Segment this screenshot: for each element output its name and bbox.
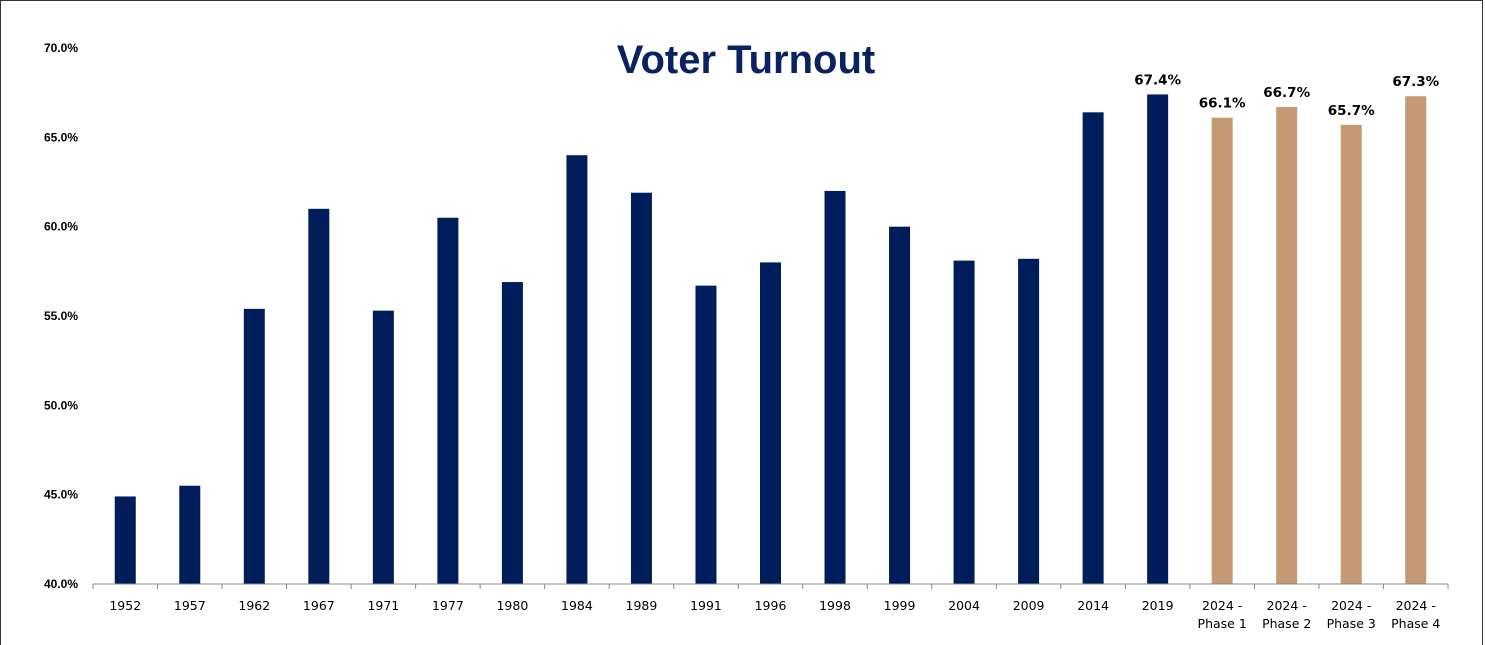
x-tick-label: Phase 3 — [1327, 616, 1376, 631]
bar — [695, 285, 717, 584]
bar — [114, 496, 136, 584]
x-tick-label: 2014 — [1077, 598, 1109, 613]
x-tick-label: 2024 - — [1396, 598, 1436, 613]
x-tick-label: 1952 — [109, 598, 141, 613]
data-label: 65.7% — [1328, 103, 1375, 119]
bar — [179, 485, 201, 584]
y-tick-label: 40.0% — [44, 577, 78, 591]
data-label: 67.3% — [1392, 74, 1439, 90]
data-labels: 67.4% 66.1% 66.7% 65.7% 67.3% — [1134, 72, 1439, 118]
bar — [824, 190, 846, 584]
y-axis-ticks: 40.0% 45.0% 50.0% 55.0% 60.0% 65.0% 70.0% — [44, 41, 78, 591]
x-tick-label: 2019 — [1142, 598, 1174, 613]
x-tick-label: 2004 — [948, 598, 980, 613]
y-tick-label: 50.0% — [44, 398, 78, 412]
y-tick-label: 70.0% — [44, 41, 78, 55]
x-tick-label: 1971 — [367, 598, 399, 613]
bar — [630, 192, 652, 584]
x-tick-label: 1996 — [755, 598, 787, 613]
chart-title: Voter Turnout — [617, 38, 875, 82]
y-tick-label: 60.0% — [44, 220, 78, 234]
x-tick-label: 1977 — [432, 598, 464, 613]
x-tick-label: 1962 — [238, 598, 270, 613]
x-tick-label: 2024 - — [1331, 598, 1371, 613]
bar — [1276, 106, 1298, 585]
x-tick-label: 1967 — [303, 598, 335, 613]
x-tick-label: Phase 1 — [1198, 616, 1247, 631]
bar — [308, 208, 330, 585]
bar — [1405, 96, 1427, 585]
y-tick-label: 55.0% — [44, 309, 78, 323]
bar — [953, 260, 975, 584]
bar — [1211, 117, 1233, 585]
y-tick-label: 45.0% — [44, 488, 78, 502]
bar — [243, 308, 265, 584]
bar — [889, 226, 911, 584]
data-label: 67.4% — [1134, 72, 1181, 88]
data-label: 66.7% — [1263, 85, 1310, 101]
bar — [1147, 94, 1169, 584]
x-tick-label: 1957 — [174, 598, 206, 613]
x-tick-label: 1991 — [690, 598, 722, 613]
x-tick-label: 1984 — [561, 598, 593, 613]
x-tick-label: 1989 — [626, 598, 658, 613]
x-tick-label: Phase 2 — [1262, 616, 1311, 631]
bar — [372, 310, 394, 584]
y-tick-label: 65.0% — [44, 130, 78, 144]
x-tick-label: 2024 - — [1202, 598, 1242, 613]
bar — [1018, 258, 1040, 584]
bar — [1082, 112, 1104, 584]
bar — [1340, 124, 1362, 585]
bar — [760, 262, 781, 584]
x-tick-label: 1998 — [819, 598, 851, 613]
x-tick-label: 1999 — [884, 598, 916, 613]
x-axis-ticks: 1952 1957 1962 1967 1971 1977 1980 1984 1989 1991… — [92, 584, 1449, 631]
x-tick-label: 2024 - — [1267, 598, 1307, 613]
x-tick-label: 1980 — [496, 598, 528, 613]
data-label: 66.1% — [1199, 96, 1246, 112]
bar — [437, 217, 459, 584]
x-tick-label: 2009 — [1013, 598, 1045, 613]
bar — [566, 155, 588, 584]
bar-series — [114, 94, 1427, 585]
bar — [501, 282, 523, 584]
x-tick-label: Phase 4 — [1391, 616, 1440, 631]
